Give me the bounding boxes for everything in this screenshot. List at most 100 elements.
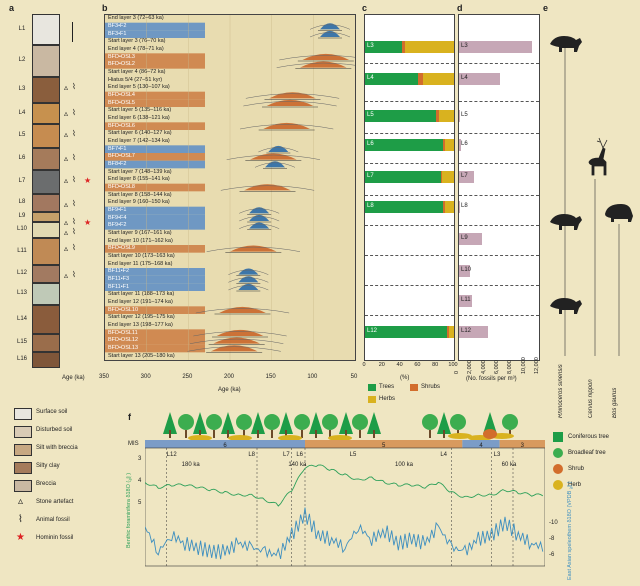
panel-label-c: c: [362, 3, 368, 13]
layer-label: L9: [18, 213, 26, 219]
prior-curve: [239, 124, 334, 130]
boundary-label: Start layer 11 (188–173 ka): [108, 291, 175, 298]
tree-trunk: [213, 430, 215, 438]
dashed-separator: [459, 101, 539, 102]
bar-segment: [422, 73, 454, 85]
panel-label-b: b: [102, 3, 108, 13]
x-tick-label: 250: [182, 374, 193, 380]
dashed-separator: [365, 225, 454, 226]
sample-label: BFD•OSL2: [108, 61, 135, 68]
bar-category-label: L9: [461, 235, 468, 241]
fossil-bar: [459, 265, 470, 277]
mis-stage-label: 6: [223, 443, 227, 449]
sample-band: [105, 145, 205, 153]
mis-stage: [499, 440, 545, 448]
tree-trunk: [199, 430, 201, 438]
bar-category-label: L4: [461, 75, 468, 81]
animal-fossil-icon: ⌇: [72, 243, 76, 252]
prior-curve: [279, 55, 355, 61]
strat-layer: [32, 194, 60, 212]
boundary-label: Start layer 8 (158–144 ka): [108, 191, 172, 198]
sample-label: BF7•F1: [108, 145, 127, 152]
age-distribution: [269, 92, 316, 99]
layer-label: L8: [18, 199, 26, 205]
vegetation-x-label: (%): [400, 375, 410, 381]
bar-category-label: L5: [367, 112, 374, 118]
bar-segment: [436, 110, 439, 122]
stone-artefact-icon: ▵: [64, 244, 69, 253]
dashed-separator: [459, 63, 539, 64]
vegetation-legend-icon: [553, 432, 563, 442]
disturbed-soil-swatch: [14, 426, 32, 438]
legend-label: Breccia: [36, 481, 57, 487]
x-tick-label: 100: [307, 374, 318, 380]
right-axis-tick: -8: [549, 536, 555, 542]
prior-curve: [220, 185, 315, 191]
animal-fossil-icon: ⌇: [72, 227, 76, 236]
layer-label: L10: [16, 226, 27, 232]
tree-trunk: [329, 430, 331, 438]
fossil-density-x-label: (No. fossils per m³): [466, 376, 517, 382]
broadleaf-tree-icon: [206, 414, 222, 430]
sample-label: BF11•F3: [108, 275, 130, 282]
age-mark-label: 60 ka: [502, 462, 517, 468]
sample-band: [105, 306, 205, 314]
prior-curve: [226, 154, 321, 160]
age-distribution: [320, 23, 340, 30]
coniferous-tree-icon: [367, 412, 381, 434]
silt-breccia-swatch: [14, 444, 32, 456]
x-tick-label: 2,000: [467, 360, 474, 374]
mis-stage: [462, 440, 500, 448]
boundary-label: End layer 13 (198–177 ka): [108, 321, 173, 328]
broadleaf-tree-icon: [322, 414, 338, 430]
bar-segment: [418, 73, 423, 85]
dashed-separator: [459, 315, 539, 316]
mis-stage-label: 3: [521, 443, 525, 449]
fossil-bar: [459, 41, 533, 53]
stone-artefact-icon: ▵: [64, 83, 69, 92]
tree-trunk: [443, 430, 445, 438]
dashed-separator: [459, 195, 539, 196]
bar-segment: [365, 139, 444, 151]
bar-segment: [440, 171, 443, 183]
mis-stage-label: 4: [479, 443, 483, 449]
broadleaf-tree-icon: [352, 414, 368, 430]
sample-label: BF9•F2: [108, 222, 127, 229]
bar-segment: [402, 41, 406, 53]
dashed-separator: [365, 195, 454, 196]
boundary-label: Start layer 9 (167–161 ka): [108, 229, 172, 236]
fossil-density-panel: L3 L4 L5 L6 L7 L8 L9 L10 L11 L12: [458, 14, 540, 361]
legend-label: Stone artefact: [36, 499, 74, 505]
sample-label: BFD•OSL10: [108, 306, 139, 313]
broadleaf-tree-icon: [236, 414, 252, 430]
bar-segment: [365, 201, 444, 213]
prior-curve: [239, 208, 280, 214]
coniferous-tree-icon: [437, 412, 451, 434]
x-tick-label: 8,000: [507, 360, 514, 374]
bar-segment: [448, 326, 454, 338]
x-tick-label: 0: [362, 362, 366, 368]
layer-mark-label: L12: [167, 452, 178, 458]
prior-curve: [254, 162, 296, 168]
layer-mark-label: L7: [283, 452, 290, 458]
herb-icon: [278, 435, 302, 441]
bar-segment: [446, 326, 449, 338]
boundary-label: End layer 9 (160–150 ka): [108, 199, 170, 206]
animal-fossil-icon: ⌇: [72, 108, 76, 117]
age-distribution: [249, 214, 270, 221]
boundary-label: Start layer 6 (140–127 ka): [108, 130, 172, 137]
sample-band: [105, 245, 205, 253]
left-axis-tick: 5: [138, 500, 142, 506]
sample-band: [105, 222, 205, 230]
age-mark-label: 180 ka: [182, 462, 201, 468]
x-tick-label: 80: [432, 362, 439, 368]
bar-segment: [365, 326, 447, 338]
age-distribution: [300, 61, 347, 68]
legend-label: Disturbed soil: [36, 427, 73, 433]
fossil-bar: [459, 110, 461, 122]
species-name: Cervus nippon: [588, 379, 594, 418]
bar-category-label: L5: [461, 112, 468, 118]
bar-segment: [445, 201, 454, 213]
age-distribution: [249, 207, 270, 214]
herb-icon: [328, 435, 352, 441]
